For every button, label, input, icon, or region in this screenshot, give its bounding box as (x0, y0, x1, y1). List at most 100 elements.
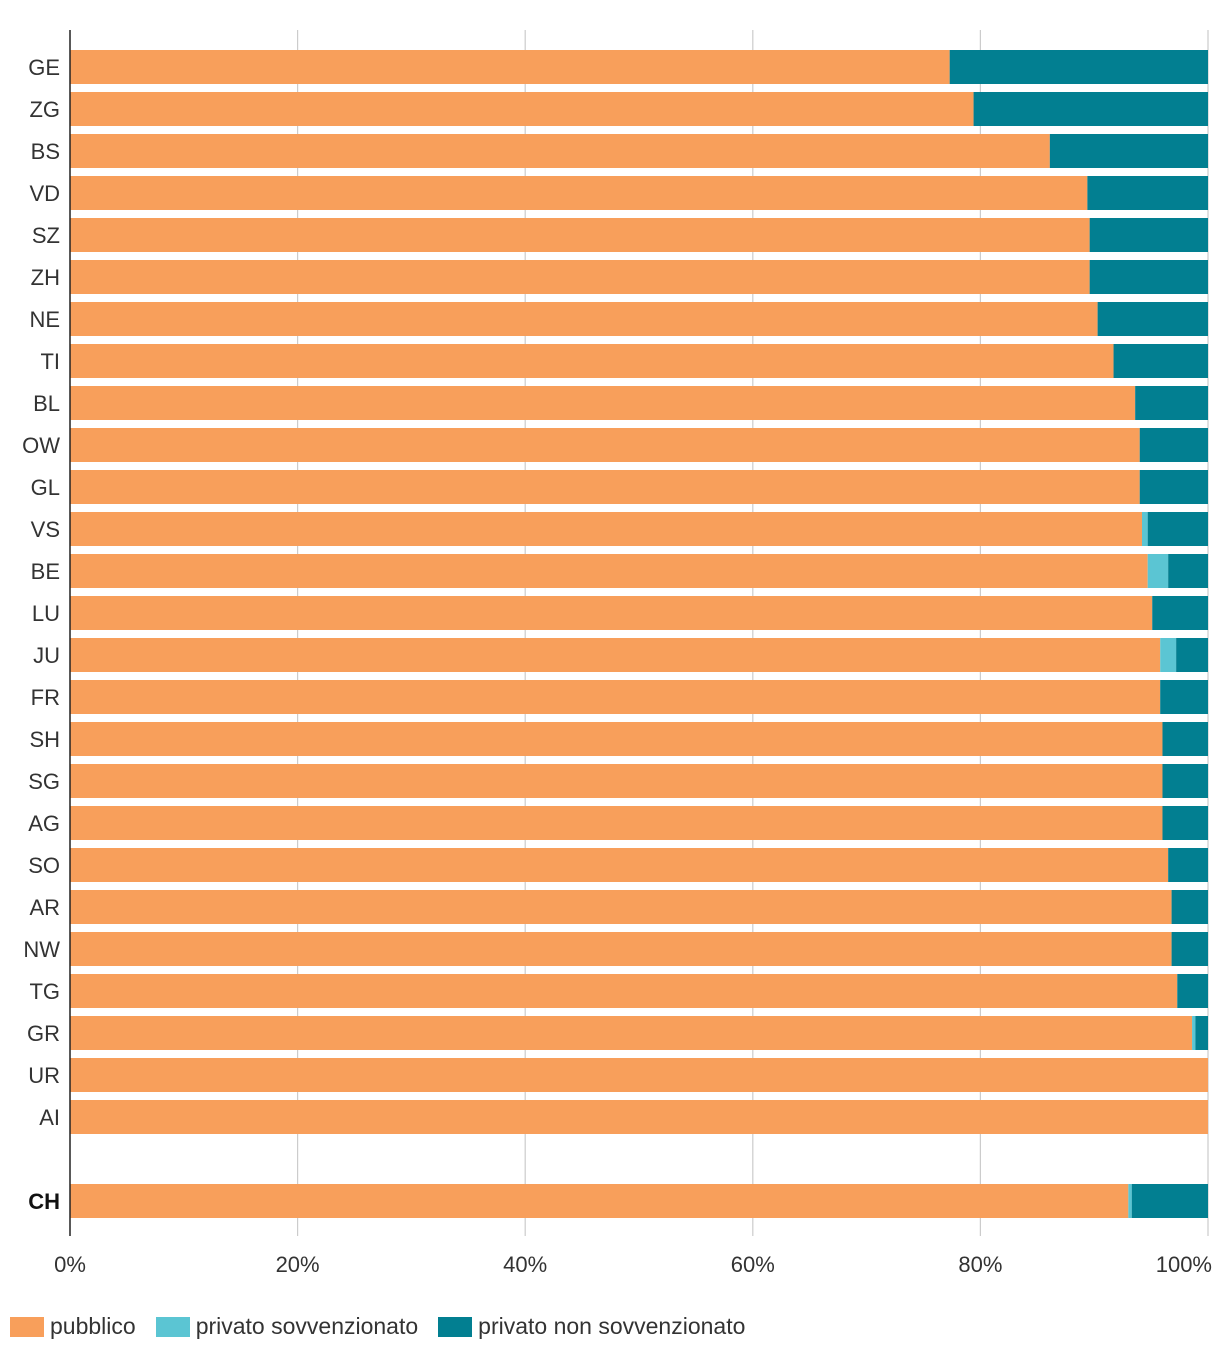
category-label: BE (31, 559, 60, 584)
bar-segment (1162, 764, 1208, 798)
category-label: TI (40, 349, 60, 374)
x-tick-label: 80% (958, 1252, 1002, 1277)
bar-segment (70, 722, 1163, 756)
category-label: GR (27, 1021, 60, 1046)
bar-segment (70, 638, 1161, 672)
bar-segment (70, 344, 1114, 378)
stacked-bar-chart: GE ZG BS VD SZ ZH NE TI BL OW GL VS BE LU JU FR SH SG AG SO… (22, 30, 1212, 1277)
bar-segment (70, 764, 1163, 798)
bar-segment (1147, 512, 1208, 546)
legend-item: privato non sovvenzionato (438, 1313, 745, 1340)
category-label: SG (28, 769, 60, 794)
bar-segment (1139, 428, 1208, 462)
category-label: AG (28, 811, 60, 836)
bar-segment (70, 1184, 1129, 1218)
legend-swatch (155, 1316, 190, 1337)
bar-segment (1192, 1016, 1196, 1050)
bar-segment (70, 680, 1161, 714)
category-label: BL (33, 391, 60, 416)
bar-segment (70, 176, 1088, 210)
category-label: OW (22, 433, 60, 458)
category-label: ZH (31, 265, 60, 290)
category-label: JU (33, 643, 60, 668)
bar-segment (1147, 554, 1169, 588)
category-label: FR (31, 685, 60, 710)
legend-item: privato sovvenzionato (155, 1313, 419, 1340)
bar-segment (1168, 554, 1208, 588)
category-label: GE (28, 55, 60, 80)
bar-segment (1160, 680, 1208, 714)
bar-segment (70, 1100, 1208, 1134)
bar-segment (70, 554, 1148, 588)
category-label: TG (29, 979, 60, 1004)
category-label: AR (29, 895, 60, 920)
category-label: UR (28, 1063, 60, 1088)
category-label: SZ (32, 223, 60, 248)
legend-label: pubblico (50, 1313, 136, 1339)
bar-segment (949, 50, 1208, 84)
legend-swatch (10, 1316, 44, 1337)
bar-segment (70, 92, 974, 126)
bar-segment (1162, 806, 1208, 840)
legend: pubblico privato sovvenzionato privato non… (10, 1313, 765, 1340)
x-tick-label: 40% (503, 1252, 547, 1277)
category-label: LU (32, 601, 60, 626)
category-label: BS (31, 139, 60, 164)
bar-segment (1128, 1184, 1132, 1218)
bar-segment (70, 134, 1050, 168)
category-label: VS (31, 517, 60, 542)
bar-segment (1049, 134, 1208, 168)
bar-segment (1087, 176, 1208, 210)
bar-segment (1131, 1184, 1208, 1218)
category-label: SO (28, 853, 60, 878)
bar-segment (70, 50, 950, 84)
category-label: SH (29, 727, 60, 752)
bar-segment (1171, 932, 1208, 966)
bar-segment (1176, 638, 1208, 672)
x-tick-label: 100% (1156, 1252, 1212, 1277)
legend-swatch (438, 1316, 473, 1337)
bar-segment (70, 386, 1136, 420)
bar-segment (1135, 386, 1208, 420)
bar-segment (70, 974, 1178, 1008)
bars (70, 50, 1208, 1218)
bar-segment (1195, 1016, 1208, 1050)
x-tick-label: 0% (54, 1252, 86, 1277)
bar-segment (973, 92, 1208, 126)
category-label: NE (29, 307, 60, 332)
bar-segment (1162, 722, 1208, 756)
category-label: VD (29, 181, 60, 206)
bar-segment (1089, 260, 1208, 294)
category-label: AI (39, 1105, 60, 1130)
bar-segment (70, 848, 1169, 882)
bar-segment (70, 512, 1142, 546)
bar-segment (70, 596, 1153, 630)
x-tick-labels: 0% 20% 40% 60% 80% 100% (54, 1252, 1212, 1277)
bar-segment (1177, 974, 1208, 1008)
category-label: ZG (29, 97, 60, 122)
bar-segment (1168, 848, 1208, 882)
bar-segment (70, 218, 1090, 252)
bar-segment (1089, 218, 1208, 252)
bar-segment (70, 1016, 1193, 1050)
bar-segment (70, 470, 1140, 504)
bar-segment (1113, 344, 1208, 378)
bar-segment (70, 428, 1140, 462)
bar-segment (70, 1058, 1208, 1092)
bar-segment (70, 806, 1163, 840)
x-tick-label: 20% (276, 1252, 320, 1277)
grid-lines (297, 30, 1209, 1236)
category-label: NW (23, 937, 60, 962)
bar-segment (1097, 302, 1208, 336)
bar-segment (1171, 890, 1208, 924)
legend-label: privato sovvenzionato (195, 1313, 419, 1339)
bar-segment (1141, 512, 1148, 546)
bar-segment (70, 302, 1098, 336)
x-tick-label: 60% (731, 1252, 775, 1277)
bar-segment (1139, 470, 1208, 504)
bar-segment (70, 890, 1172, 924)
bar-segment (1160, 638, 1177, 672)
bar-segment (70, 932, 1172, 966)
category-labels: GE ZG BS VD SZ ZH NE TI BL OW GL VS BE LU JU FR SH SG AG SO… (22, 55, 60, 1214)
category-label: CH (28, 1189, 60, 1214)
